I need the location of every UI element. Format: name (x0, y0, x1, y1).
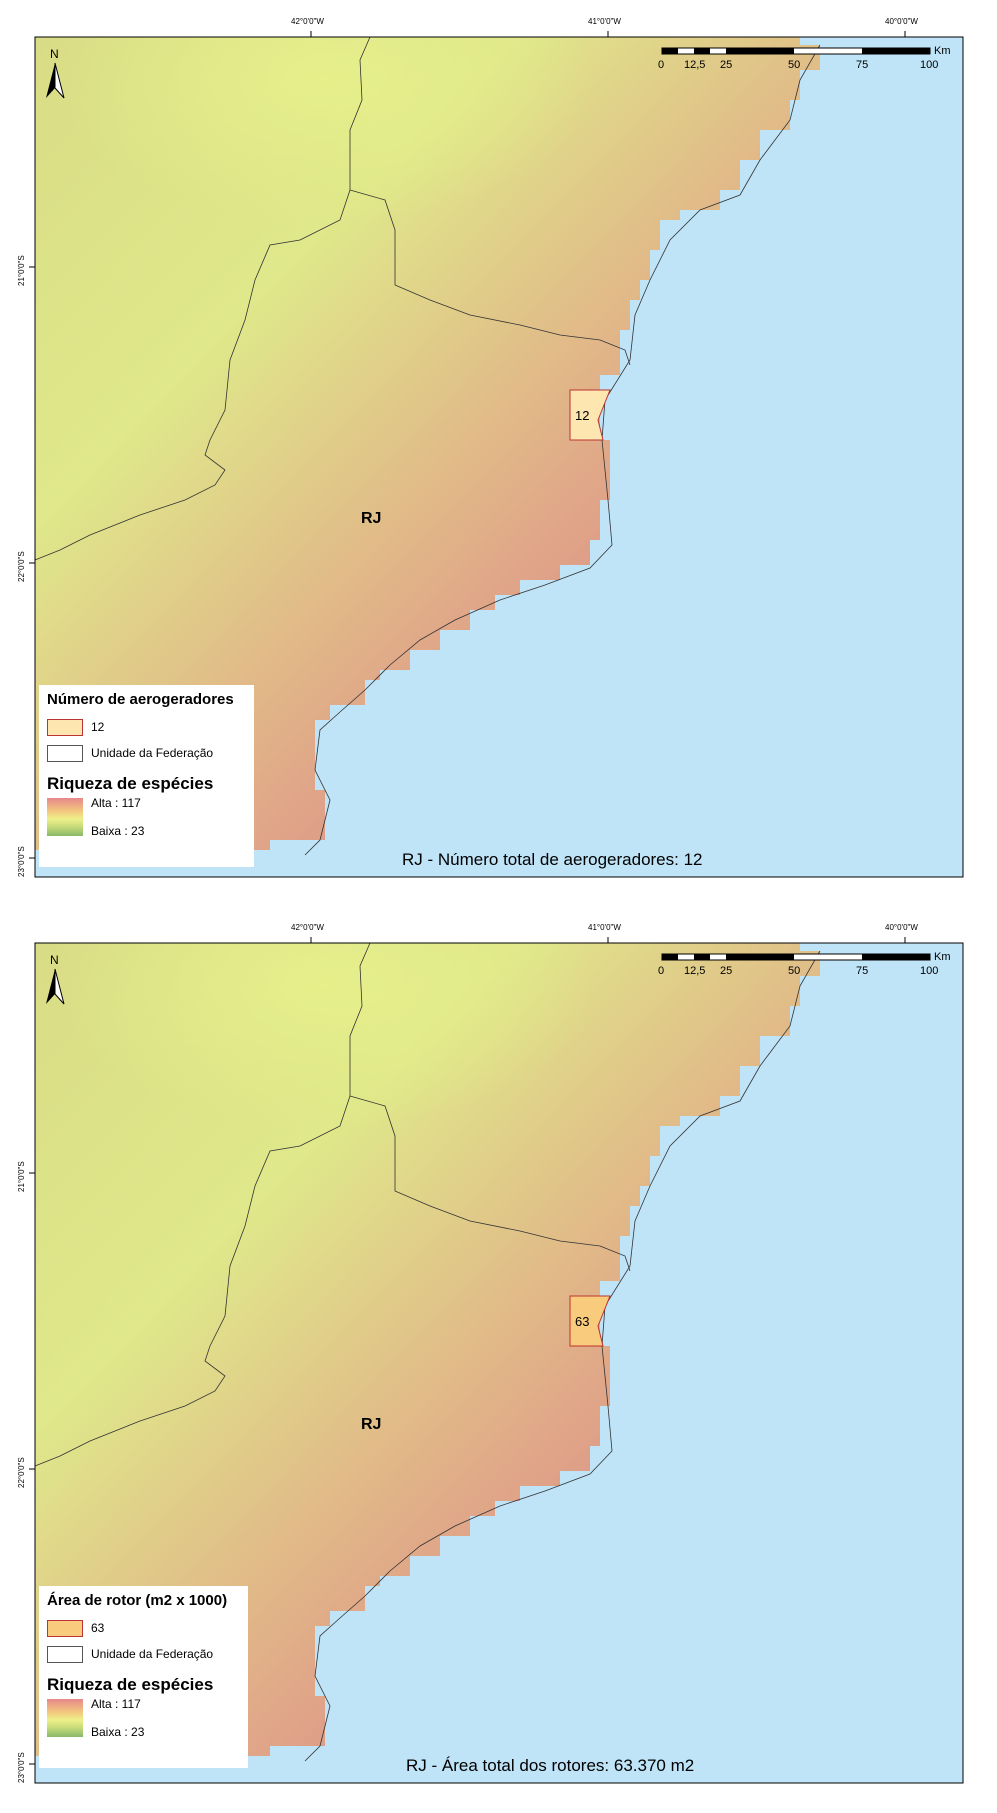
lon-tick-label: 42°0'0"W (291, 923, 324, 932)
north-arrow-icon: N (46, 953, 65, 1005)
scale-tick-label: 50 (788, 965, 800, 977)
map-caption: RJ - Área total dos rotores: 63.370 m2 (406, 1756, 695, 1775)
scale-tick-label: 50 (788, 59, 800, 71)
scale-tick-label: 0 (658, 965, 664, 977)
svg-text:N: N (50, 953, 59, 967)
scale-tick-label: 0 (658, 59, 664, 71)
legend-richness-title: Riqueza de espécies (47, 1675, 214, 1694)
municipality-value-label: 12 (575, 408, 589, 423)
state-boundary-line (34, 942, 371, 1467)
scale-bar: 0 12,5 25 50 75 100 Km (658, 951, 951, 977)
scale-tick-label: 100 (920, 59, 938, 71)
lon-tick-label: 40°0'0"W (885, 923, 918, 932)
coastline-line (304, 950, 821, 1762)
scale-tick-label: 12,5 (684, 59, 705, 71)
legend-class-label: 12 (91, 720, 105, 734)
legend-richness-title: Riqueza de espécies (47, 774, 214, 793)
legend-richness-ramp: Alta : 117 Baixa : 23 (47, 796, 246, 838)
scale-tick-label: 75 (856, 965, 868, 977)
lat-tick-label: 22°0'0"S (17, 551, 26, 582)
svg-text:N: N (50, 47, 59, 61)
ramp-high-label: Alta : 117 (91, 796, 141, 810)
scale-bar: 0 12,5 25 50 75 100 Km (658, 45, 951, 71)
state-label: RJ (361, 1416, 382, 1433)
scale-tick-label: 75 (856, 59, 868, 71)
lat-tick-label: 23°0'0"S (17, 1752, 26, 1783)
legend-swatch (47, 718, 83, 736)
legend-item-boundary: Unidade da Federação (47, 1641, 240, 1667)
coastline-line (304, 44, 821, 856)
map-legend: Número de aerogeradores 12 Unidade da Fe… (39, 685, 254, 867)
map-canvas: 12 42°0'0"W 41°0'0"W 40°0'0"W 21°0'0"S 2… (17, 17, 964, 878)
scale-unit-label: Km (934, 45, 951, 57)
legend-swatch (47, 1645, 83, 1663)
lon-tick-label: 42°0'0"W (291, 17, 324, 26)
map-frame (34, 942, 964, 1784)
land-yellow-zone (35, 943, 800, 1356)
legend-item-class: 63 (47, 1615, 240, 1641)
map-caption: RJ - Número total de aerogeradores: 12 (402, 850, 703, 869)
lat-tick-label: 22°0'0"S (17, 1457, 26, 1488)
scale-tick-label: 12,5 (684, 965, 705, 977)
lon-tick-label: 41°0'0"W (588, 17, 621, 26)
legend-item-class: 12 (47, 714, 246, 740)
lat-tick-label: 23°0'0"S (17, 846, 26, 877)
municipality-polygon[interactable] (569, 389, 611, 441)
ramp-low-label: Baixa : 23 (91, 1725, 145, 1739)
lat-tick-label: 21°0'0"S (17, 255, 26, 286)
state-label: RJ (361, 510, 382, 527)
legend-boundary-label: Unidade da Federação (91, 1647, 214, 1661)
color-ramp (47, 1699, 83, 1737)
state-boundary-line (34, 36, 371, 561)
scale-tick-label: 100 (920, 965, 938, 977)
map-legend: Área de rotor (m2 x 1000) 63 Unidade da … (39, 1586, 248, 1768)
scale-unit-label: Km (934, 951, 951, 963)
scale-tick-label: 25 (720, 59, 732, 71)
legend-title: Área de rotor (m2 x 1000) (47, 1592, 228, 1609)
legend-item-boundary: Unidade da Federação (47, 740, 246, 766)
lon-tick-label: 40°0'0"W (885, 17, 918, 26)
map-frame (34, 36, 964, 878)
municipality-value-label: 63 (575, 1314, 589, 1329)
legend-richness-ramp: Alta : 117 Baixa : 23 (47, 1697, 240, 1739)
state-boundary-line (349, 189, 631, 366)
north-arrow-icon: N (46, 47, 65, 99)
legend-title: Número de aerogeradores (47, 691, 234, 708)
legend-boundary-label: Unidade da Federação (91, 746, 214, 760)
map-panel-rotor-area: 63 42°0'0"W 41°0'0"W 40°0'0"W 21°0'0"S 2… (0, 906, 997, 1806)
municipality-polygon[interactable] (569, 1295, 611, 1347)
legend-swatch (47, 1619, 83, 1637)
ramp-low-label: Baixa : 23 (91, 824, 145, 838)
ramp-high-label: Alta : 117 (91, 1697, 141, 1711)
scale-tick-label: 25 (720, 965, 732, 977)
lon-tick-label: 41°0'0"W (588, 923, 621, 932)
color-ramp (47, 798, 83, 836)
state-boundary-line (349, 1095, 631, 1272)
legend-class-label: 63 (91, 1621, 105, 1635)
lat-tick-label: 21°0'0"S (17, 1161, 26, 1192)
map-panel-turbine-count: 12 42°0'0"W 41°0'0"W 40°0'0"W 21°0'0"S 2… (0, 0, 997, 900)
land-yellow-zone (35, 37, 800, 450)
legend-swatch (47, 744, 83, 762)
